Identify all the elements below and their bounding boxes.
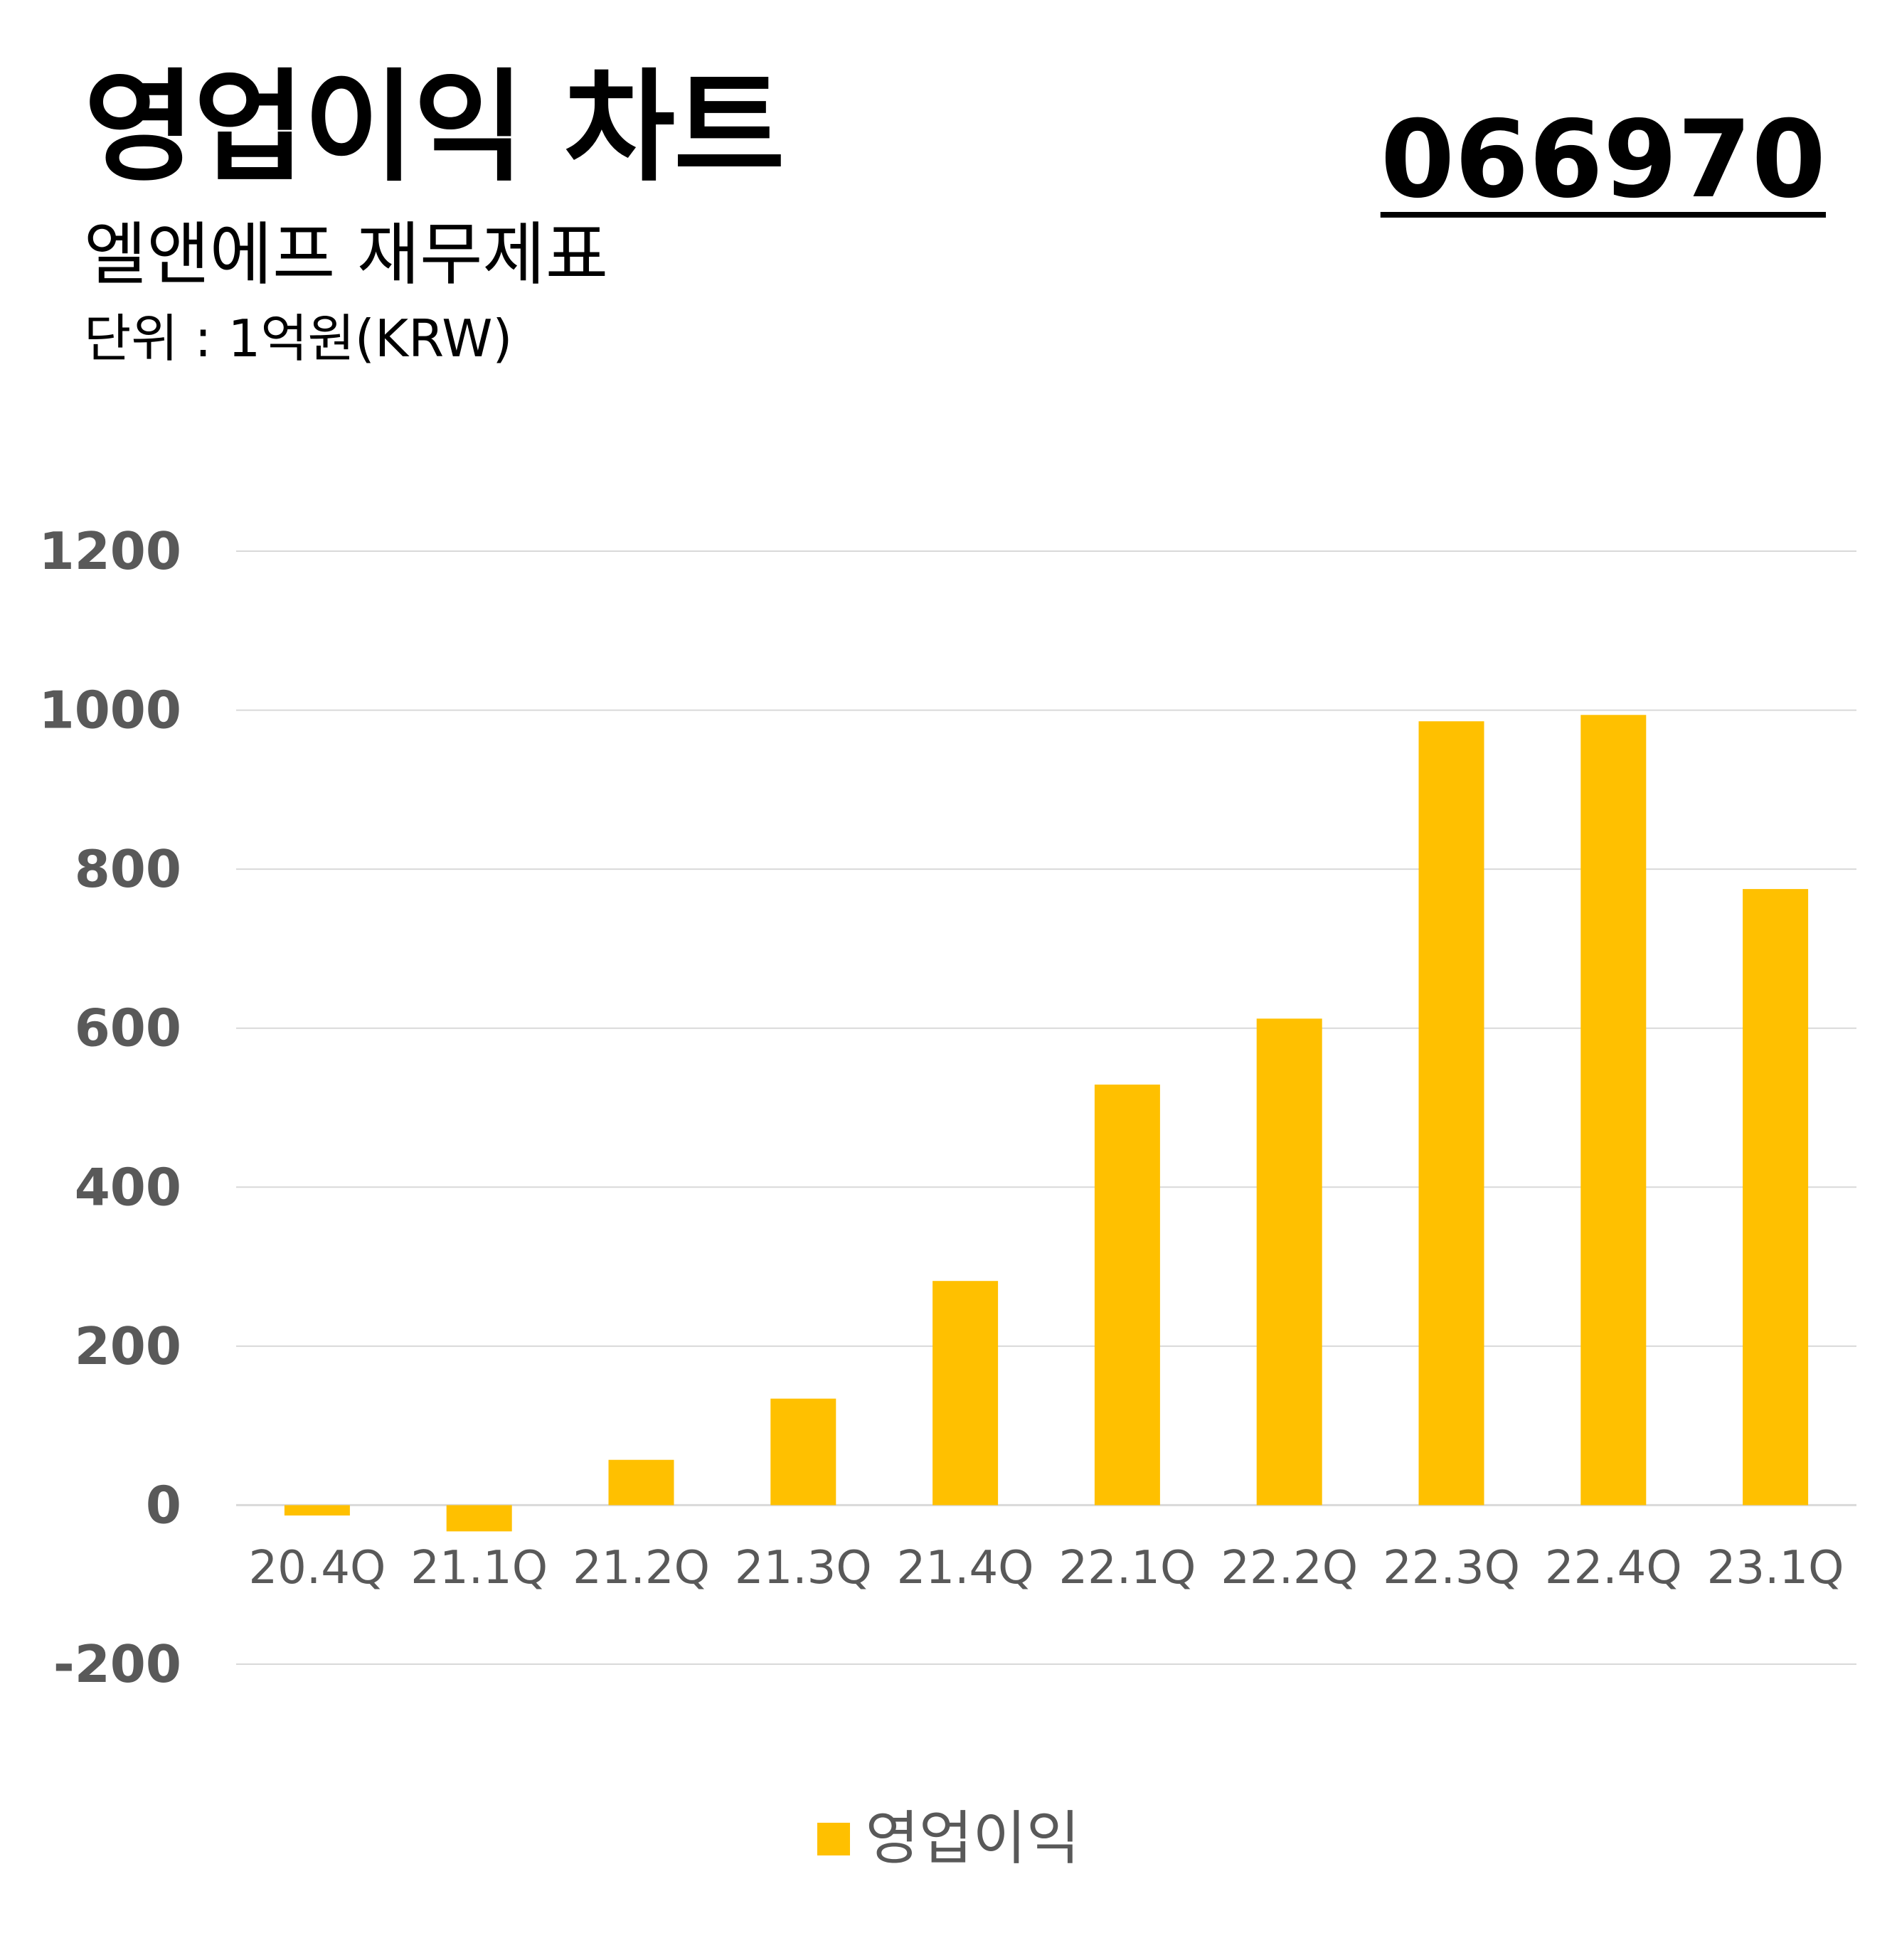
- unit-label: 단위 : 1억원(KRW): [84, 309, 513, 368]
- bars: [284, 715, 1809, 1532]
- bar: [1094, 1085, 1160, 1506]
- page-title: 영업이익 차트: [84, 58, 785, 198]
- x-tick-label: 21.1Q: [410, 1542, 548, 1594]
- x-tick-label: 21.4Q: [897, 1542, 1034, 1594]
- bar: [608, 1459, 674, 1506]
- x-tick-label: 21.2Q: [573, 1542, 710, 1594]
- bar: [932, 1281, 999, 1506]
- y-tick-label: 800: [75, 839, 181, 899]
- page-subtitle: 엘앤에프 재무제표: [84, 215, 609, 294]
- y-tick-label: 1000: [39, 681, 181, 740]
- bar: [1418, 721, 1484, 1506]
- y-tick-label: -200: [53, 1634, 181, 1694]
- y-axis-ticks: -200 0 200 400 600 800 1000 1200: [39, 521, 181, 1694]
- legend-label: 영업이익: [865, 1805, 1080, 1873]
- y-tick-label: 400: [75, 1157, 181, 1217]
- y-tick-label: 200: [75, 1316, 181, 1376]
- x-tick-label: 23.1Q: [1707, 1542, 1844, 1594]
- x-axis-ticks: 20.4Q 21.1Q 21.2Q 21.3Q 21.4Q 22.1Q 22.2Q 22.3Q…: [248, 1542, 1844, 1594]
- x-tick-label: 22.3Q: [1383, 1542, 1520, 1594]
- x-tick-label: 22.1Q: [1058, 1542, 1196, 1594]
- y-tick-label: 0: [146, 1475, 181, 1535]
- bar: [1743, 889, 1809, 1506]
- legend-swatch: [817, 1823, 850, 1855]
- bar: [1580, 715, 1647, 1506]
- y-tick-label: 600: [75, 998, 181, 1058]
- legend: 영업이익: [0, 1810, 1897, 1868]
- y-tick-label: 1200: [39, 521, 181, 581]
- x-tick-label: 21.3Q: [735, 1542, 872, 1594]
- bar: [284, 1505, 350, 1516]
- bar: [446, 1505, 512, 1532]
- bar: [770, 1398, 836, 1506]
- ticker-code: 066970: [1380, 98, 1826, 222]
- x-tick-label: 20.4Q: [248, 1542, 386, 1594]
- x-tick-label: 22.4Q: [1545, 1542, 1682, 1594]
- bar: [1256, 1018, 1322, 1506]
- x-tick-label: 22.2Q: [1221, 1542, 1358, 1594]
